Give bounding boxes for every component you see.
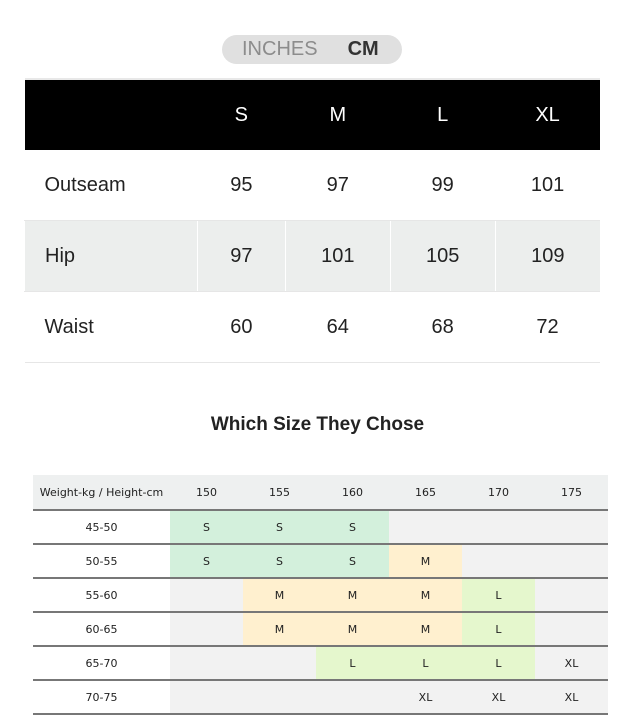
chooser-title: Which Size They Chose bbox=[210, 414, 425, 435]
measure-label: Hip bbox=[24, 220, 198, 292]
size-cell bbox=[462, 544, 535, 579]
size-cell: L bbox=[389, 646, 462, 681]
size-row: Waist 60 64 68 72 bbox=[24, 291, 600, 363]
size-cell: S bbox=[243, 510, 316, 545]
weight-row: 70-75 XL XL XL bbox=[33, 680, 608, 715]
size-cell: M bbox=[243, 578, 316, 613]
size-cell bbox=[389, 510, 462, 545]
size-cell: S bbox=[316, 544, 389, 579]
weight-label: 50-55 bbox=[33, 544, 170, 579]
height-header: 175 bbox=[535, 475, 608, 511]
measure-value: 101 bbox=[284, 220, 391, 292]
weight-label: 55-60 bbox=[33, 578, 170, 613]
weight-label: 45-50 bbox=[33, 510, 170, 545]
weight-label: 60-65 bbox=[33, 612, 170, 647]
size-cell: M bbox=[316, 612, 389, 647]
measure-label: Outseam bbox=[24, 150, 198, 221]
measure-value: 97 bbox=[196, 220, 286, 292]
header-blank bbox=[24, 78, 198, 150]
size-cell bbox=[535, 578, 608, 613]
size-cell: S bbox=[316, 510, 389, 545]
size-cell: S bbox=[170, 510, 243, 545]
size-cell bbox=[535, 510, 608, 545]
header-l: L bbox=[390, 78, 496, 150]
weight-row: 60-65 M M M L bbox=[33, 612, 608, 647]
size-cell bbox=[170, 646, 243, 681]
header-s: S bbox=[197, 78, 286, 150]
header-m: M bbox=[285, 78, 391, 150]
unit-toggle[interactable]: INCHES CM bbox=[222, 35, 402, 64]
measure-value: 68 bbox=[390, 291, 496, 363]
size-cell: XL bbox=[389, 680, 462, 715]
size-cell: M bbox=[389, 612, 462, 647]
weight-label: 70-75 bbox=[33, 680, 170, 715]
size-cell: M bbox=[389, 578, 462, 613]
size-cell bbox=[170, 612, 243, 647]
height-header: 170 bbox=[462, 475, 535, 511]
size-row: Outseam 95 97 99 101 bbox=[24, 150, 600, 221]
size-cell bbox=[535, 612, 608, 647]
height-header: 150 bbox=[170, 475, 243, 511]
size-cell bbox=[243, 680, 316, 715]
size-cell: M bbox=[389, 544, 462, 579]
header-xl: XL bbox=[495, 78, 600, 150]
height-header: 165 bbox=[389, 475, 462, 511]
size-cell bbox=[170, 680, 243, 715]
measure-value: 60 bbox=[197, 291, 286, 363]
size-cell: L bbox=[316, 646, 389, 681]
size-cell: XL bbox=[462, 680, 535, 715]
height-header: 155 bbox=[243, 475, 316, 511]
size-cell: S bbox=[170, 544, 243, 579]
weight-label: 65-70 bbox=[33, 646, 170, 681]
measure-value: 95 bbox=[197, 150, 286, 221]
size-row: Hip 97 101 105 109 bbox=[24, 220, 600, 292]
measure-value: 64 bbox=[285, 291, 391, 363]
size-cell: S bbox=[243, 544, 316, 579]
height-header: 160 bbox=[316, 475, 389, 511]
weight-row: 45-50 S S S bbox=[33, 510, 608, 545]
measure-value: 109 bbox=[494, 220, 600, 292]
size-cell bbox=[535, 544, 608, 579]
cm-option[interactable]: CM bbox=[347, 38, 379, 60]
size-chooser-table: Weight-kg / Height-cm 150 155 160 165 170 175 … bbox=[33, 475, 608, 715]
size-cell bbox=[462, 510, 535, 545]
corner-label: Weight-kg / Height-cm bbox=[33, 475, 170, 511]
size-table: S M L XL Outseam 95 97 99 101 Hip 97 101 105 109 W… bbox=[24, 78, 600, 363]
size-cell: XL bbox=[535, 680, 608, 715]
weight-row: 65-70 L L L XL bbox=[33, 646, 608, 681]
measure-value: 72 bbox=[495, 291, 600, 363]
size-cell: M bbox=[316, 578, 389, 613]
size-cell: L bbox=[462, 578, 535, 613]
weight-row: 50-55 S S S M bbox=[33, 544, 608, 579]
inches-option[interactable]: INCHES bbox=[242, 38, 318, 60]
measure-label: Waist bbox=[24, 291, 198, 363]
measure-value: 101 bbox=[495, 150, 600, 221]
size-cell bbox=[170, 578, 243, 613]
size-cell: L bbox=[462, 612, 535, 647]
size-cell: XL bbox=[535, 646, 608, 681]
measure-value: 105 bbox=[389, 220, 496, 292]
size-cell bbox=[316, 680, 389, 715]
weight-row: 55-60 M M M L bbox=[33, 578, 608, 613]
measure-value: 97 bbox=[285, 150, 391, 221]
measure-value: 99 bbox=[390, 150, 496, 221]
size-cell: L bbox=[462, 646, 535, 681]
size-cell bbox=[243, 646, 316, 681]
size-cell: M bbox=[243, 612, 316, 647]
